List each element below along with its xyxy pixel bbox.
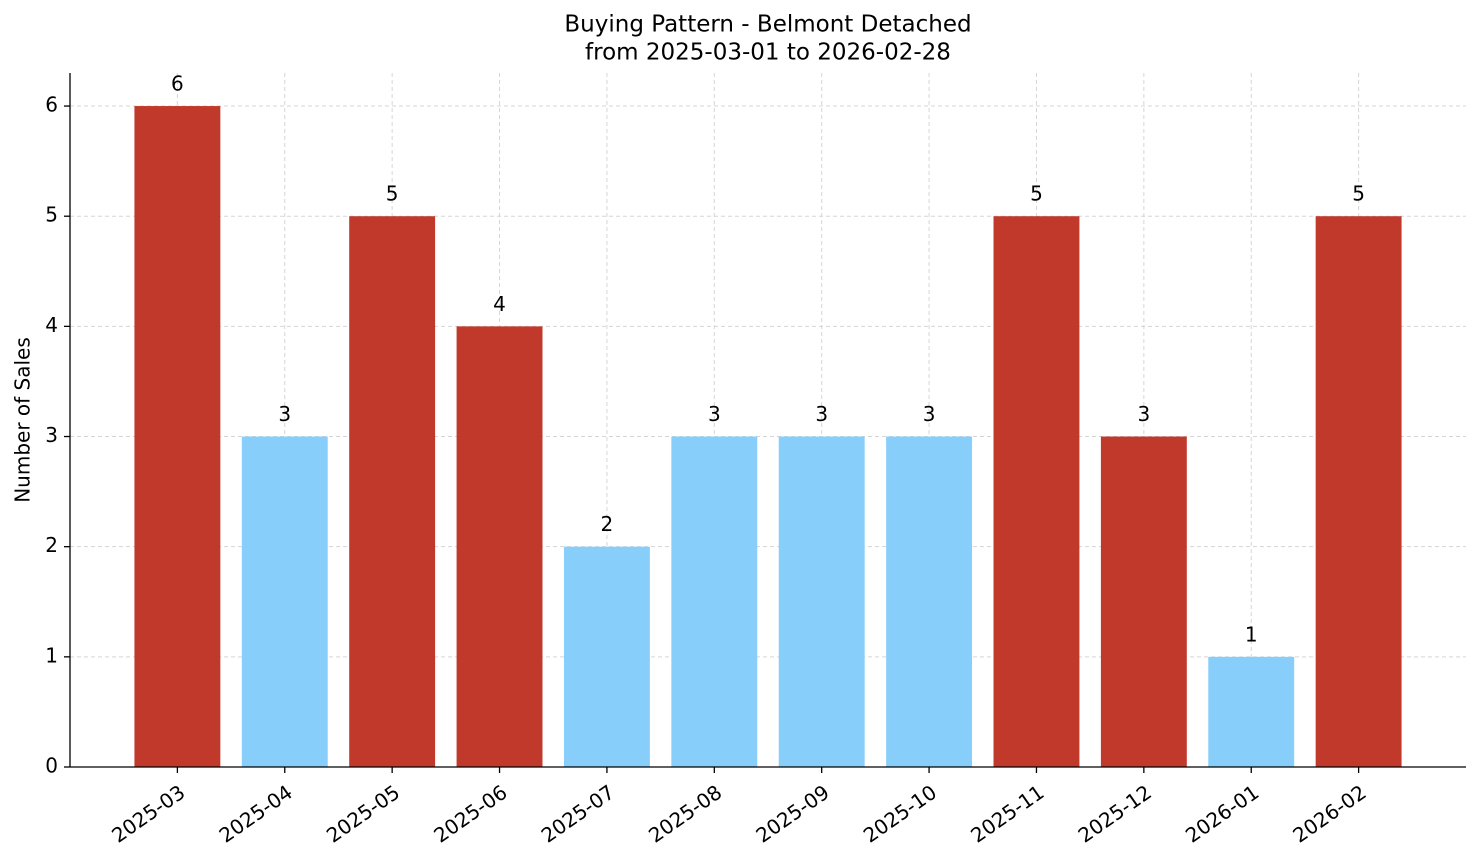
bar <box>1100 436 1187 767</box>
chart-subtitle: from 2025-03-01 to 2026-02-28 <box>585 40 951 66</box>
bar <box>886 436 973 767</box>
x-tick-label: 2025-04 <box>215 780 297 848</box>
bar <box>134 106 221 768</box>
x-tick-label: 2025-03 <box>107 780 189 848</box>
bar <box>241 436 328 767</box>
bar <box>349 216 436 767</box>
bar <box>778 436 865 767</box>
x-tick-label: 2025-11 <box>966 780 1048 848</box>
y-axis-label: Number of Sales <box>11 337 35 503</box>
x-tick-label: 2026-01 <box>1181 780 1263 848</box>
x-tick-label: 2025-09 <box>751 780 833 848</box>
y-tick-label: 6 <box>45 93 58 117</box>
y-tick-label: 3 <box>45 423 58 447</box>
chart-title: Buying Pattern - Belmont Detached <box>564 12 971 38</box>
x-tick-label: 2025-06 <box>429 780 511 848</box>
bar <box>993 216 1080 767</box>
bar <box>563 546 650 767</box>
x-tick-label: 2025-12 <box>1074 780 1156 848</box>
data-label: 3 <box>278 402 291 426</box>
bar <box>456 326 543 767</box>
y-tick-label: 4 <box>45 313 58 337</box>
data-label: 3 <box>708 402 721 426</box>
data-label: 5 <box>386 182 399 206</box>
data-label: 1 <box>1245 622 1258 646</box>
y-tick-label: 2 <box>45 533 58 557</box>
bar <box>671 436 758 767</box>
bar <box>1208 656 1295 767</box>
data-label: 2 <box>601 512 614 536</box>
x-tick-label: 2025-07 <box>537 780 619 848</box>
y-tick-label: 1 <box>45 643 58 667</box>
data-label: 3 <box>815 402 828 426</box>
x-tick-label: 2025-08 <box>644 780 726 848</box>
x-tick-label: 2026-02 <box>1288 780 1370 848</box>
data-label: 3 <box>923 402 936 426</box>
y-tick-label: 0 <box>45 754 58 778</box>
data-label: 4 <box>493 292 506 316</box>
x-tick-label: 2025-05 <box>322 780 404 848</box>
data-label: 5 <box>1030 182 1043 206</box>
data-label: 6 <box>171 72 184 96</box>
x-tick-label: 2025-10 <box>859 780 941 848</box>
bar <box>1315 216 1402 767</box>
data-label: 3 <box>1137 402 1150 426</box>
y-tick-label: 5 <box>45 203 58 227</box>
data-label: 5 <box>1352 182 1365 206</box>
